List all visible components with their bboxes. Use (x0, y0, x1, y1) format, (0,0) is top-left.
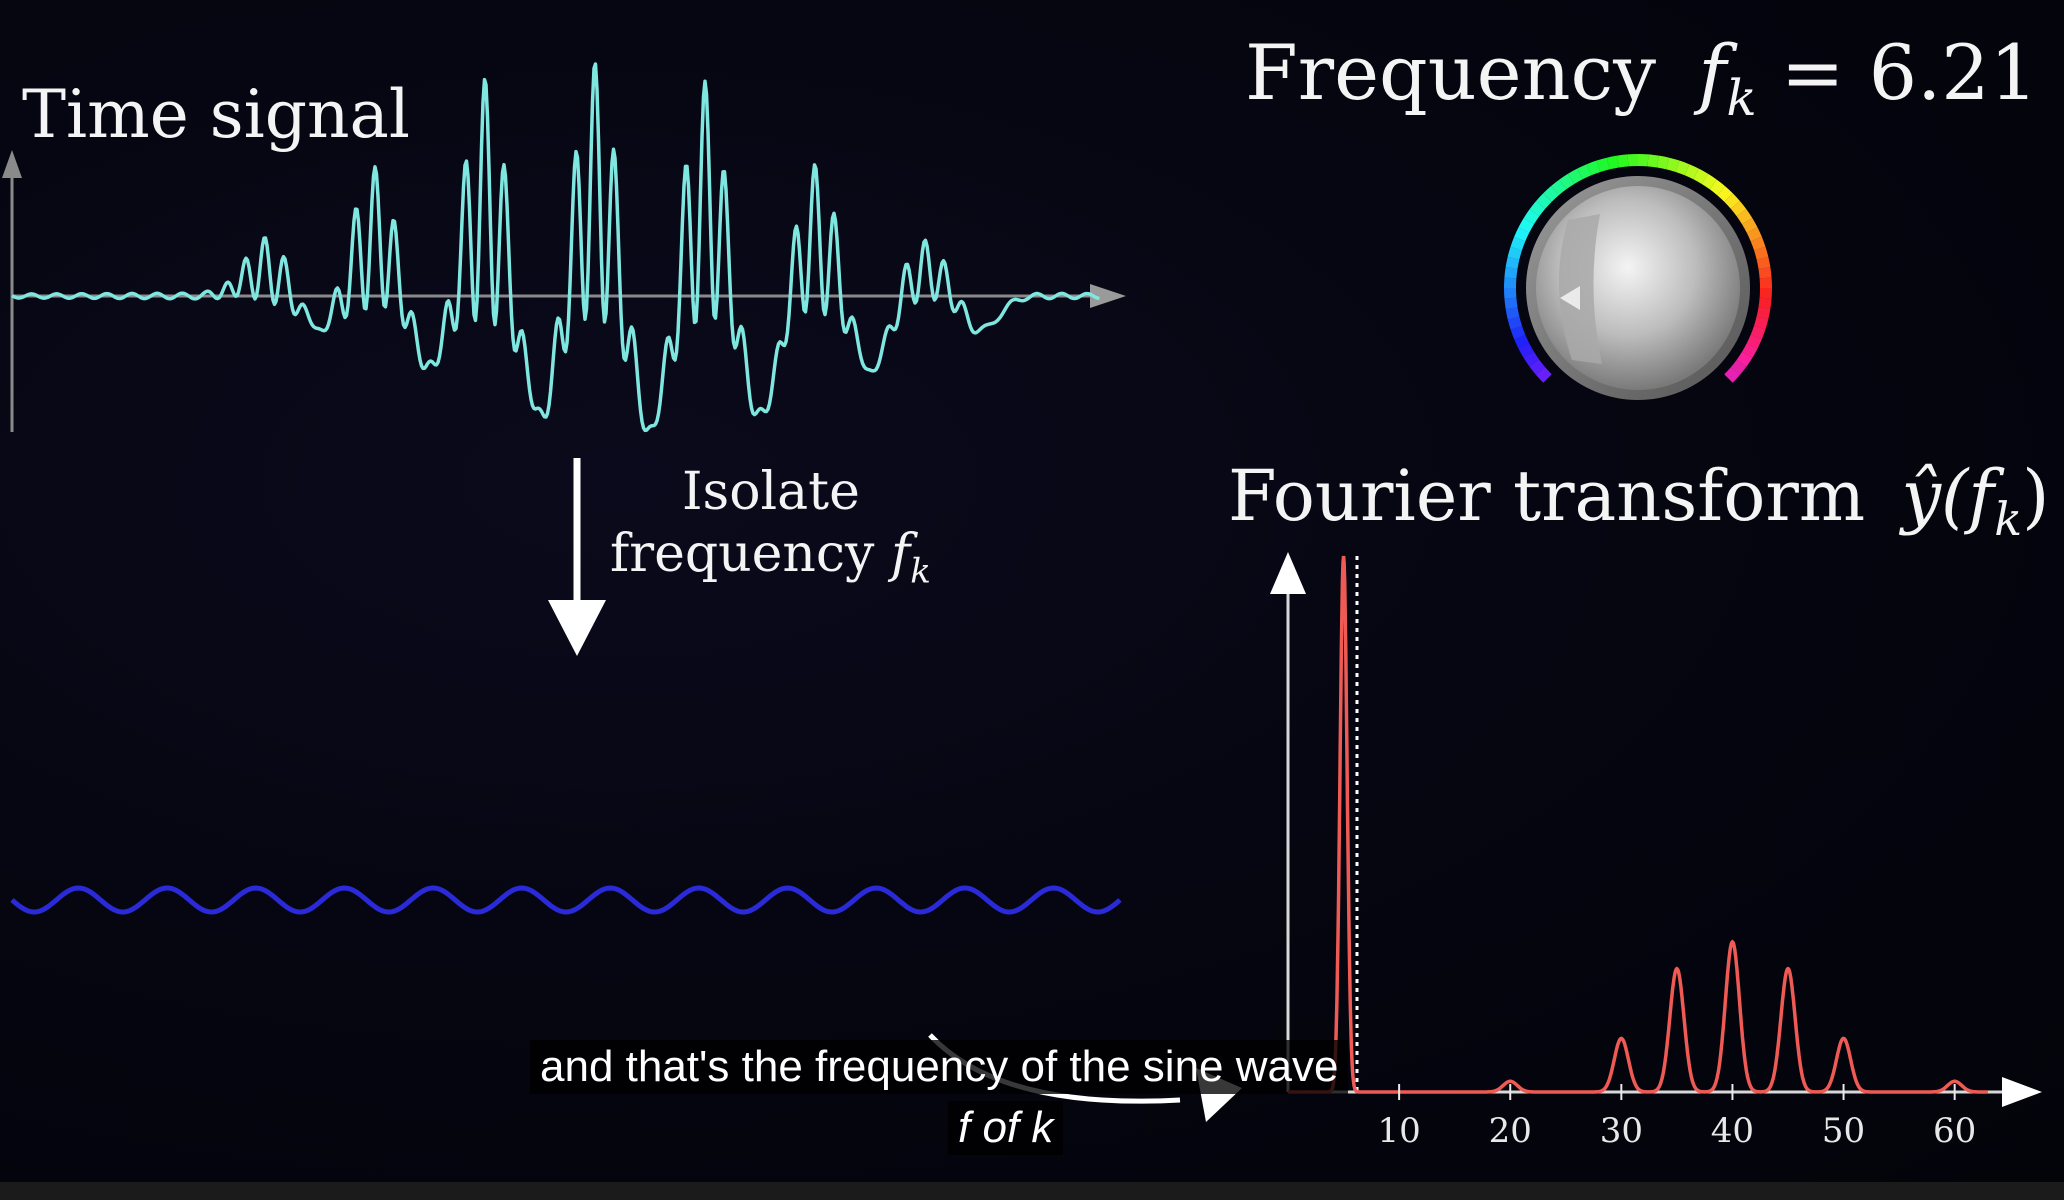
time-signal-curve (11, 62, 1100, 433)
knob-arc-segment (1736, 209, 1753, 225)
knob-arc-segment (1523, 351, 1540, 367)
knob-arc-segment (1684, 164, 1699, 180)
time-x-axis-arrow-icon (1090, 284, 1126, 308)
knob-pointer-icon (1560, 286, 1580, 310)
isolate-subscript: k (910, 551, 931, 592)
knob-arc-segment (1529, 359, 1546, 376)
isolated-sine-wave (10, 885, 1122, 915)
frequency-subscript: k (1726, 69, 1757, 128)
knob-arc-segment (1693, 168, 1709, 185)
knob-arc-segment (1504, 297, 1518, 309)
knob-arc-segment (1505, 307, 1520, 320)
knob-arc-segment (1559, 173, 1575, 190)
frequency-readout: Frequency fk = 6.21 (1245, 28, 2038, 127)
fourier-y-axis-arrow-icon (1270, 552, 1306, 594)
knob-arc-segment (1756, 307, 1771, 320)
knob-arc-segment (1543, 186, 1559, 202)
knob-arc-segment (1758, 297, 1772, 309)
knob-arc-segment (1507, 246, 1522, 260)
x-tick-label: 40 (1711, 1111, 1754, 1151)
knob-arc-segment (1754, 316, 1769, 330)
knob-arc-segment (1758, 267, 1772, 279)
knob-arc-segment (1577, 164, 1592, 180)
knob-level-arc (1503, 154, 1773, 383)
knob-arc-segment (1746, 227, 1762, 242)
knob-arc-segment (1514, 334, 1530, 349)
frequency-symbol: f (1698, 28, 1727, 117)
knob-arc-segment (1666, 157, 1680, 172)
frequency-label: Frequency (1245, 28, 1657, 117)
knob-arc-segment (1750, 325, 1766, 340)
isolate-text: frequency (610, 524, 875, 584)
subtitle-line-2: f of k (948, 1101, 1064, 1155)
knob-arc-segment (1567, 168, 1583, 185)
knob-arc-segment (1518, 343, 1535, 359)
fourier-label: Fourier transform (1228, 455, 1866, 537)
fourier-symbol: ŷ(f (1901, 455, 1995, 537)
knob-arc-segment (1514, 227, 1530, 242)
fourier-title: Fourier transform ŷ(fk) (1228, 455, 2049, 546)
x-tick-label: 60 (1933, 1111, 1976, 1151)
knob-arc-segment (1724, 367, 1740, 383)
knob-arc-segment (1550, 179, 1567, 196)
knob-arc-segment (1523, 209, 1540, 225)
knob-arc-segment (1536, 193, 1552, 209)
x-tick-label: 20 (1489, 1111, 1532, 1151)
knob-arc-segment (1754, 246, 1769, 260)
knob-arc-segment (1730, 359, 1747, 376)
fourier-subscript: k (1994, 492, 2023, 546)
knob-arc-segment (1675, 160, 1690, 176)
frequency-equals: = (1780, 28, 1845, 117)
knob-arc-segment (1709, 179, 1726, 196)
knob-arc-segment (1756, 256, 1771, 269)
isolate-down-arrow-icon (548, 458, 606, 656)
knob-arc-segment (1750, 236, 1766, 251)
knob-arc-segment (1518, 217, 1535, 233)
knob-arc-segment (1529, 200, 1546, 217)
knob-arc-segment (1741, 217, 1758, 233)
time-y-axis-arrow-icon (2, 150, 22, 178)
x-tick-label: 50 (1822, 1111, 1865, 1151)
frequency-value: 6.21 (1868, 28, 2038, 117)
knob-arc-segment (1736, 351, 1753, 367)
knob-arc-segment (1510, 325, 1526, 340)
knob-arc-segment (1510, 236, 1526, 251)
knob-arc-segment (1596, 157, 1610, 172)
isolate-label-line2: frequency fk (610, 524, 931, 591)
fourier-chart: 10 20 30 40 50 60 (1270, 552, 2042, 1151)
isolate-symbol: f (890, 524, 911, 584)
knob-arc-segment (1730, 200, 1747, 217)
knob-grip (1558, 214, 1602, 364)
knob-arc-segment (1647, 154, 1659, 168)
knob-arc-segment (1741, 343, 1758, 359)
x-tick-label: 30 (1600, 1111, 1643, 1151)
spectrum-curve (1288, 555, 1988, 1094)
isolate-label-line1: Isolate (682, 462, 860, 522)
x-tick-label: 10 (1377, 1111, 1420, 1151)
x-ticks: 10 20 30 40 50 60 (1377, 1084, 1976, 1151)
knob-arc-segment (1746, 334, 1762, 349)
player-bottom-bar (0, 1182, 2064, 1200)
knob-arc-segment (1586, 160, 1601, 176)
fourier-close: ) (2022, 455, 2050, 537)
knob-arc-segment (1657, 155, 1670, 170)
subtitle-line-1: and that's the frequency of the sine wav… (530, 1040, 1349, 1094)
knob-arc-segment (1701, 173, 1717, 190)
knob-arc-segment (1505, 256, 1520, 269)
knob-arc-segment (1724, 193, 1740, 209)
time-axes (2, 150, 1126, 432)
knob-arc-segment (1717, 186, 1733, 202)
knob-arc-segment (1536, 367, 1552, 383)
knob-arc-segment (1606, 155, 1619, 170)
knob-arc-segment (1617, 154, 1629, 168)
frequency-knob[interactable] (1503, 154, 1773, 400)
time-signal-title: Time signal (22, 76, 410, 153)
knob-arc-segment (1504, 267, 1518, 279)
fourier-x-axis-arrow-icon (2002, 1077, 2042, 1107)
knob-arc-segment (1507, 316, 1522, 330)
